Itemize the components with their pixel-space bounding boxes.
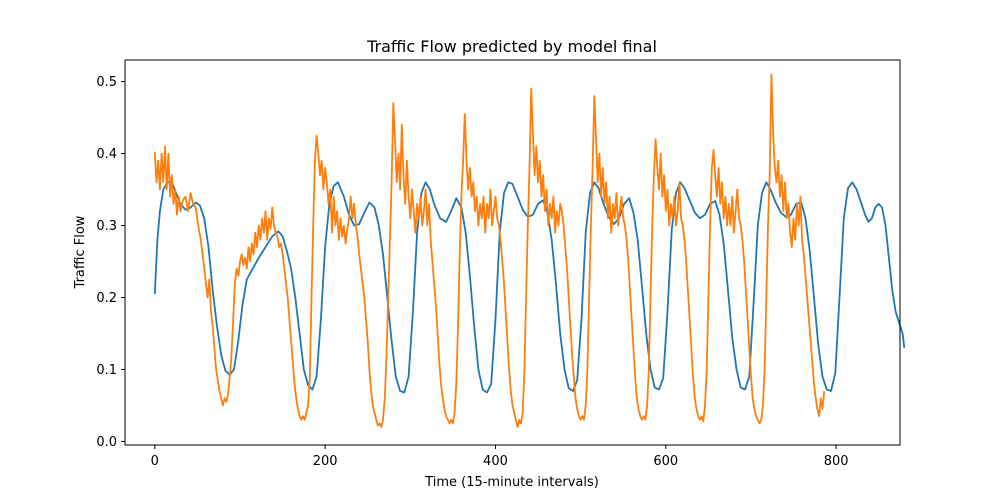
x-axis-label: Time (15-minute intervals) bbox=[424, 475, 599, 490]
y-tick-label: 0.4 bbox=[96, 147, 117, 162]
series-line-2 bbox=[153, 73, 826, 428]
plot-lines bbox=[153, 73, 906, 428]
x-tick-label: 600 bbox=[653, 454, 678, 469]
axis-ticks: 0 200 400 600 800 0.0 0.1 0.2 0.3 0.4 0.5 bbox=[96, 75, 848, 469]
x-tick-label: 800 bbox=[824, 454, 849, 469]
x-tick-label: 400 bbox=[483, 454, 508, 469]
x-tick-label: 0 bbox=[151, 454, 159, 469]
y-tick-label: 0.2 bbox=[96, 291, 117, 306]
y-tick-label: 0.1 bbox=[96, 363, 117, 378]
y-axis-label: Traffic Flow bbox=[73, 215, 88, 289]
y-tick-label: 0.0 bbox=[96, 435, 117, 450]
y-tick-label: 0.3 bbox=[96, 219, 117, 234]
x-tick-label: 200 bbox=[313, 454, 338, 469]
series-line-1 bbox=[153, 181, 906, 394]
axes-frame bbox=[124, 59, 901, 446]
chart-title: Traffic Flow predicted by model final bbox=[366, 37, 657, 56]
y-tick-label: 0.5 bbox=[96, 75, 117, 90]
